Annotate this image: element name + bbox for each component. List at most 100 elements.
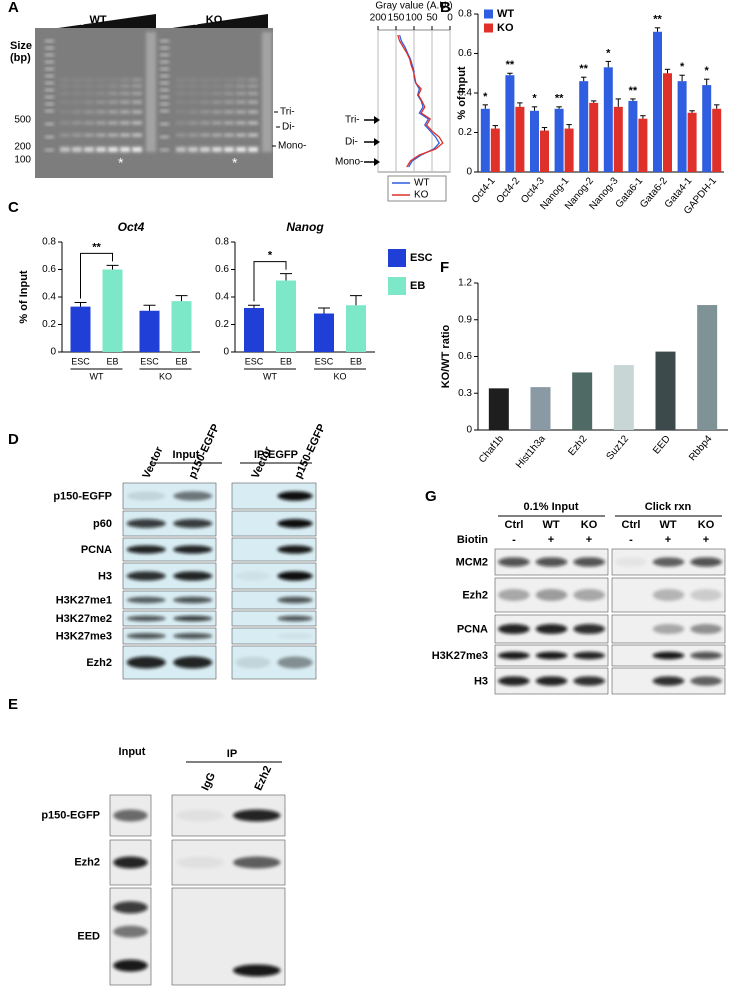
blot-band (690, 557, 722, 567)
label: A (8, 0, 19, 16)
gel-band (45, 149, 54, 151)
bar (505, 75, 515, 172)
gel-band (96, 110, 106, 114)
gel-band (262, 32, 272, 152)
gel-band (176, 84, 186, 88)
blot-frame (122, 627, 217, 645)
bar (638, 118, 648, 172)
gel-band (176, 147, 186, 152)
bar (346, 305, 366, 352)
gel-band (60, 78, 70, 82)
blot-band (126, 519, 166, 528)
legend-label: KO (414, 190, 429, 201)
significance: * (268, 250, 273, 262)
gel-band (84, 100, 94, 104)
blot-band (113, 809, 148, 822)
y-tick-label: 0.2 (458, 127, 472, 138)
gel-band (212, 110, 222, 114)
blot-band (498, 651, 530, 660)
label: KO (206, 14, 223, 26)
gel-band (96, 92, 106, 95)
x-sub-label: EB (280, 356, 292, 366)
bar (564, 128, 574, 172)
label: G (425, 488, 437, 505)
gel-band (224, 121, 234, 125)
gel-band (45, 47, 54, 49)
label: Biotin (457, 534, 488, 546)
label: * (232, 155, 238, 171)
gel-band (200, 100, 210, 104)
label: IgG (199, 771, 218, 793)
x-tick-label: 150 (388, 13, 405, 24)
x-tick-label: Chaf1b (477, 433, 506, 465)
marker-arrowhead (374, 116, 380, 124)
gel-band (236, 147, 246, 152)
gel-band (160, 89, 169, 91)
blot-band (173, 633, 213, 639)
label: Mono- (278, 141, 306, 152)
blot-band (277, 571, 313, 581)
significance: * (532, 93, 537, 105)
label: - (512, 534, 516, 546)
y-tick-label: 0.6 (215, 264, 229, 275)
label: * (118, 155, 124, 171)
blot-band (690, 676, 722, 686)
bar (276, 280, 296, 352)
blot-band (652, 557, 685, 567)
gel-band (160, 68, 169, 70)
x-tick-label: 200 (370, 13, 387, 24)
gel-band (200, 78, 210, 82)
label: Tri- (280, 107, 295, 118)
gel-band (108, 121, 118, 125)
gel-band (160, 47, 169, 49)
y-tick-label: 1.2 (458, 278, 472, 289)
gel-band (224, 100, 234, 104)
bar (102, 269, 123, 352)
bar (579, 81, 589, 172)
gel-band (200, 121, 210, 125)
significance: ** (555, 93, 564, 105)
bar (628, 100, 638, 172)
label: IP (227, 748, 237, 760)
x-tick-label: 0 (447, 13, 453, 24)
blot-band (652, 676, 685, 686)
gel-band (160, 82, 169, 84)
bar (488, 388, 509, 430)
label: Ezh2 (252, 764, 274, 792)
y-tick-label: 0.6 (42, 264, 56, 275)
significance: * (680, 61, 685, 73)
x-tick-label: Suz12 (604, 433, 631, 462)
significance: ** (653, 14, 662, 26)
y-axis-label: % of Input (18, 270, 30, 323)
legend-label: WT (497, 8, 514, 20)
gel-band (160, 96, 169, 98)
gel-band (212, 92, 222, 95)
label: 0.1% Input (523, 501, 578, 513)
gel-band (60, 133, 70, 137)
y-tick-label: 0.6 (458, 48, 472, 59)
gel-band (96, 84, 106, 88)
blot-frame (122, 537, 217, 562)
blot-band (535, 623, 568, 635)
bar (480, 108, 490, 172)
significance: ** (579, 63, 588, 75)
bar (530, 110, 539, 172)
gel-band (160, 75, 169, 77)
gel-band (212, 84, 222, 88)
bar (663, 73, 672, 172)
gel-band (236, 100, 246, 104)
bar (613, 106, 623, 172)
gel-band (224, 84, 234, 88)
gel-band (176, 78, 186, 82)
gel-band (108, 133, 118, 137)
gel-band (60, 147, 70, 152)
blot-frame (231, 590, 317, 610)
x-sub-label: ESC (245, 356, 264, 366)
gel-band (96, 121, 106, 125)
label: H3 (474, 675, 488, 687)
label: Ctrl (622, 519, 641, 531)
blot-band (233, 809, 281, 822)
gel-band (72, 110, 82, 114)
label: H3K27me3 (56, 630, 112, 642)
gel-band (224, 147, 234, 152)
